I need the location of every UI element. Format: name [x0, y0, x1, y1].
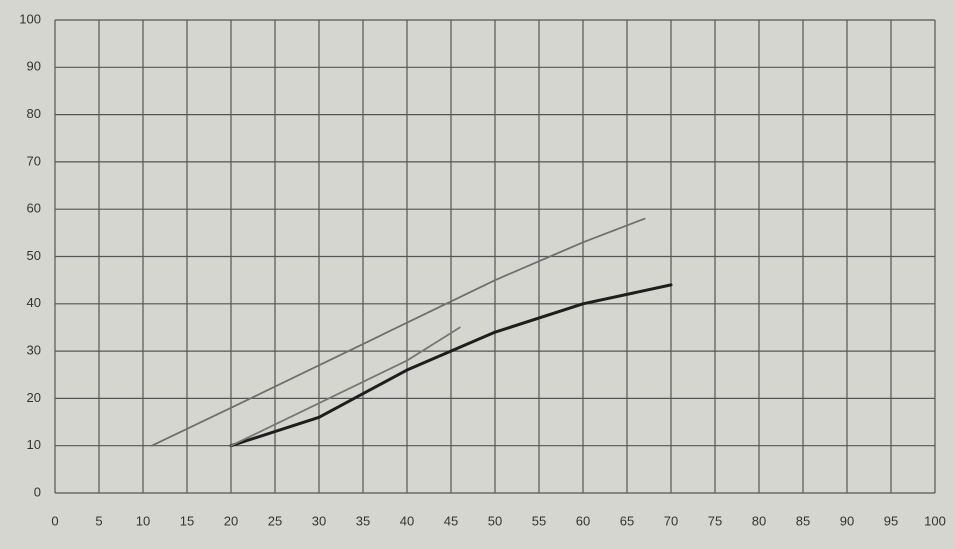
- x-tick-label: 0: [51, 513, 58, 528]
- y-tick-label: 10: [27, 437, 41, 452]
- x-tick-label: 30: [312, 513, 326, 528]
- line: [150, 217, 646, 447]
- y-tick-label: 30: [27, 343, 41, 358]
- y-tick-label: 60: [27, 201, 41, 216]
- x-tick-label: 100: [924, 513, 946, 528]
- x-tick-label: 70: [664, 513, 678, 528]
- x-tick-label: 20: [224, 513, 238, 528]
- x-tick-label: 65: [620, 513, 634, 528]
- x-tick-label: 75: [708, 513, 722, 528]
- line: [230, 326, 461, 447]
- y-tick-label: 100: [19, 11, 41, 26]
- x-tick-label: 60: [576, 513, 590, 528]
- x-tick-label: 90: [840, 513, 854, 528]
- y-tick-label: 0: [34, 484, 41, 499]
- line: [229, 283, 673, 448]
- x-tick-label: 40: [400, 513, 414, 528]
- x-tick-label: 25: [268, 513, 282, 528]
- y-tick-label: 40: [27, 295, 41, 310]
- y-tick-label: 70: [27, 153, 41, 168]
- y-tick-label: 90: [27, 59, 41, 74]
- y-tick-label: 50: [27, 248, 41, 263]
- x-tick-label: 5: [95, 513, 102, 528]
- x-tick-label: 50: [488, 513, 502, 528]
- x-tick-label: 80: [752, 513, 766, 528]
- y-tick-label: 80: [27, 106, 41, 121]
- x-tick-label: 85: [796, 513, 810, 528]
- x-tick-label: 55: [532, 513, 546, 528]
- x-tick-label: 35: [356, 513, 370, 528]
- x-tick-label: 15: [180, 513, 194, 528]
- x-tick-label: 95: [884, 513, 898, 528]
- x-tick-label: 45: [444, 513, 458, 528]
- y-tick-label: 20: [27, 390, 41, 405]
- x-tick-label: 10: [136, 513, 150, 528]
